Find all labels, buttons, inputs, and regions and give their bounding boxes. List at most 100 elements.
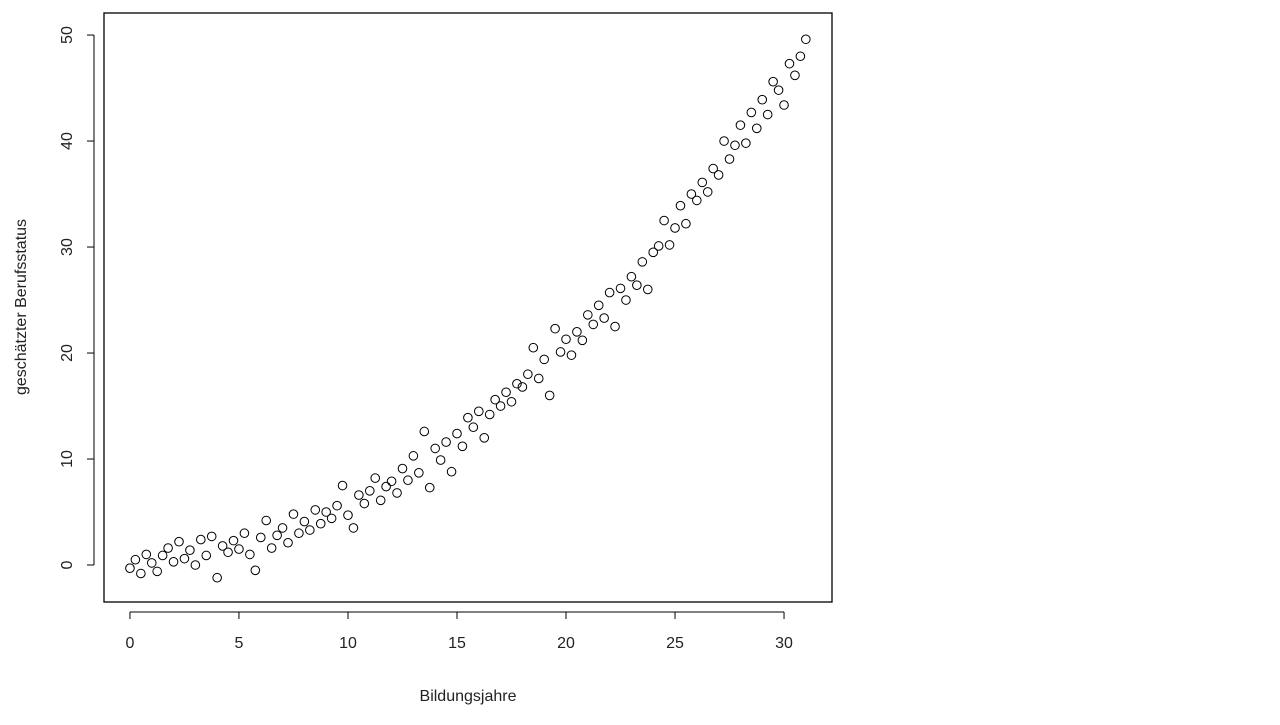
point [136, 568, 146, 579]
point [517, 382, 528, 392]
x-tick-label: 30 [775, 635, 793, 652]
point [583, 310, 593, 320]
point [452, 428, 462, 439]
x-tick-label: 10 [339, 635, 357, 652]
point [152, 566, 162, 577]
point [741, 138, 751, 148]
point [332, 500, 342, 511]
point [642, 284, 653, 295]
point [234, 544, 244, 554]
point [196, 534, 206, 545]
x-tick-label: 15 [448, 635, 466, 652]
plot-box [103, 12, 833, 603]
point [185, 545, 195, 555]
point [414, 467, 424, 478]
point [239, 528, 250, 539]
point [692, 195, 702, 206]
point [659, 215, 669, 226]
point [463, 412, 473, 423]
y-tick-label: 20 [59, 344, 76, 362]
point [386, 476, 397, 487]
point [217, 541, 228, 551]
point [702, 187, 713, 197]
point [795, 51, 806, 62]
point [735, 120, 746, 130]
point [255, 532, 266, 543]
point [305, 525, 315, 535]
point [675, 200, 686, 211]
point [419, 426, 430, 437]
point [790, 70, 800, 81]
x-tick-label: 20 [557, 635, 575, 652]
point [604, 287, 615, 298]
point [773, 85, 784, 95]
point [359, 498, 370, 509]
y-tick-label: 30 [59, 238, 76, 256]
point [670, 223, 680, 233]
point [250, 565, 261, 576]
point [512, 378, 522, 389]
point [615, 283, 626, 294]
point [299, 516, 310, 527]
point [212, 572, 222, 583]
point [637, 257, 648, 267]
point [228, 535, 239, 546]
point [354, 490, 364, 500]
point [484, 409, 495, 420]
point [261, 515, 272, 526]
point [392, 488, 402, 498]
y-tick-label: 0 [59, 560, 76, 569]
point [681, 218, 691, 229]
point [588, 319, 599, 330]
point [375, 495, 386, 506]
y-tick-label: 50 [59, 26, 76, 44]
point [266, 543, 277, 553]
point [408, 451, 419, 461]
point [730, 140, 740, 151]
point [141, 549, 152, 560]
point [719, 136, 729, 146]
point [468, 422, 479, 433]
point [539, 354, 550, 365]
point [490, 394, 500, 405]
point [653, 241, 664, 251]
point [686, 189, 697, 199]
point [403, 475, 413, 486]
point [223, 547, 233, 558]
point [697, 177, 708, 188]
point [337, 480, 348, 491]
point [550, 323, 560, 334]
point [130, 554, 141, 565]
point [321, 507, 331, 517]
point [561, 334, 571, 345]
point [174, 536, 184, 547]
point [779, 100, 789, 110]
x-tick-label: 25 [666, 635, 684, 652]
point [593, 300, 604, 311]
point [315, 518, 326, 529]
point [544, 390, 555, 401]
point [343, 510, 353, 520]
point [533, 373, 544, 384]
point [479, 433, 490, 443]
point [523, 369, 533, 380]
point [326, 513, 337, 524]
point [272, 530, 282, 541]
x-tick-label: 0 [125, 635, 134, 652]
point [446, 466, 457, 477]
x-axis-label: Bildungsjahre [420, 688, 517, 705]
point [381, 481, 391, 492]
point [179, 553, 190, 564]
point [397, 463, 408, 474]
y-tick-label: 10 [59, 450, 76, 468]
point [801, 34, 811, 45]
point [125, 563, 135, 573]
point [610, 321, 620, 332]
point [168, 557, 179, 567]
point [621, 295, 631, 305]
point [713, 170, 724, 180]
point [762, 109, 773, 120]
point [501, 387, 511, 398]
point [245, 549, 255, 560]
